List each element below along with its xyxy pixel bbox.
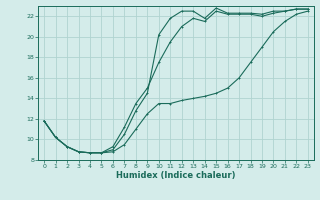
X-axis label: Humidex (Indice chaleur): Humidex (Indice chaleur): [116, 171, 236, 180]
